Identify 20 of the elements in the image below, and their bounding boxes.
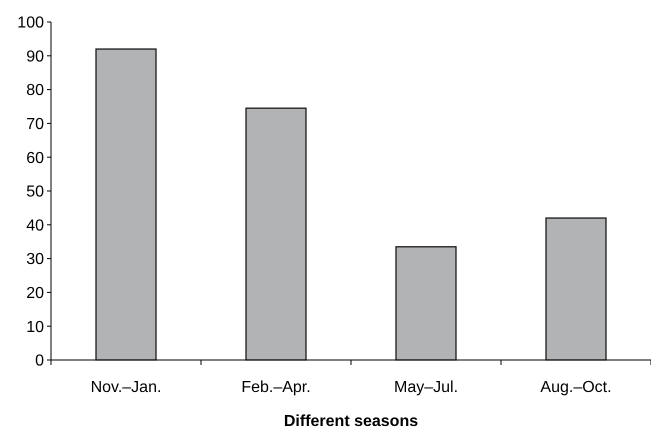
x-tick-label: Feb.–Apr. <box>241 379 311 396</box>
y-tick-label: 20 <box>26 285 44 302</box>
y-tick-label: 30 <box>26 251 44 268</box>
y-tick-label: 100 <box>17 14 44 32</box>
x-tick-label: May–Jul. <box>394 379 458 396</box>
y-tick-label: 90 <box>26 48 44 66</box>
x-tick-label: Aug.–Oct. <box>540 379 612 396</box>
x-axis-title: Different seasons <box>284 413 418 430</box>
bar <box>95 48 157 361</box>
y-tick-label: 10 <box>26 318 44 336</box>
y-tick-label: 70 <box>26 116 44 133</box>
y-tick-label: 50 <box>26 184 44 201</box>
bar <box>395 246 457 361</box>
x-tick-label: Nov.–Jan. <box>90 379 162 396</box>
y-tick-label: 80 <box>26 82 44 100</box>
y-tick-label: 60 <box>26 150 44 167</box>
y-tick-label: 0 <box>35 352 44 370</box>
y-tick-label: 40 <box>26 217 44 234</box>
bar <box>545 217 607 361</box>
bar <box>245 108 307 361</box>
